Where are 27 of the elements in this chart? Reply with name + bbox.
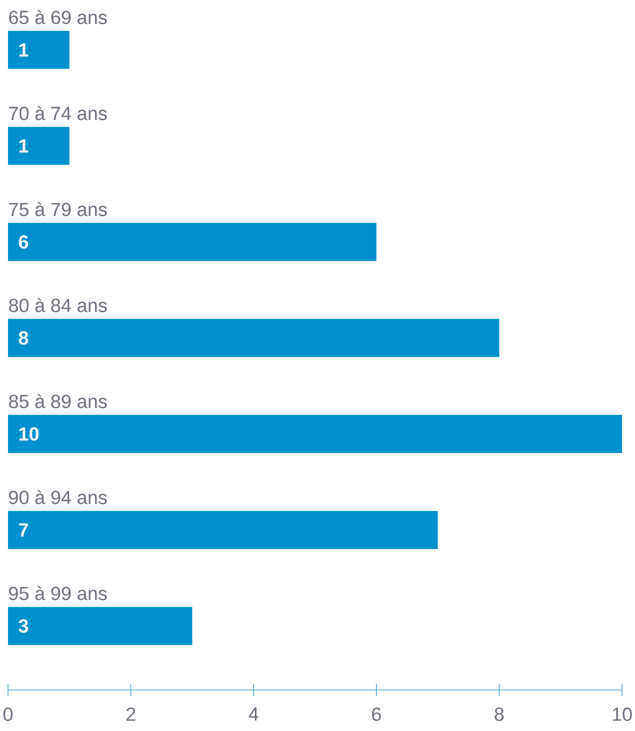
y-tick-label: 90 à 94 ans	[9, 490, 107, 504]
data-label: 8	[18, 331, 28, 345]
bar	[8, 126, 70, 165]
data-label: 7	[19, 523, 28, 536]
y-tick-label: 95 à 99 ans	[9, 586, 107, 600]
x-tick-label: 6	[372, 708, 381, 721]
x-tick-label: 10	[612, 708, 632, 721]
bar	[8, 606, 192, 645]
data-label: 1	[19, 139, 28, 152]
bar	[8, 30, 70, 69]
y-tick-label: 70 à 74 ans	[9, 106, 107, 120]
data-label: 6	[18, 235, 28, 249]
data-label: 10	[19, 427, 39, 441]
data-label: 1	[19, 43, 28, 56]
x-tick-label: 8	[494, 708, 504, 721]
bar	[8, 510, 438, 549]
x-tick-label: 0	[3, 708, 13, 721]
x-tick-label: 2	[126, 708, 136, 721]
y-tick-label: 65 à 69 ans	[9, 10, 107, 24]
data-label: 3	[18, 619, 28, 633]
y-tick-label: 75 à 79 ans	[9, 202, 107, 216]
bar	[8, 414, 622, 453]
bar	[8, 222, 376, 261]
x-tick-label: 4	[248, 708, 258, 721]
bar	[8, 318, 500, 357]
y-tick-label: 85 à 89 ans	[9, 394, 107, 408]
y-tick-label: 80 à 84 ans	[9, 298, 107, 312]
